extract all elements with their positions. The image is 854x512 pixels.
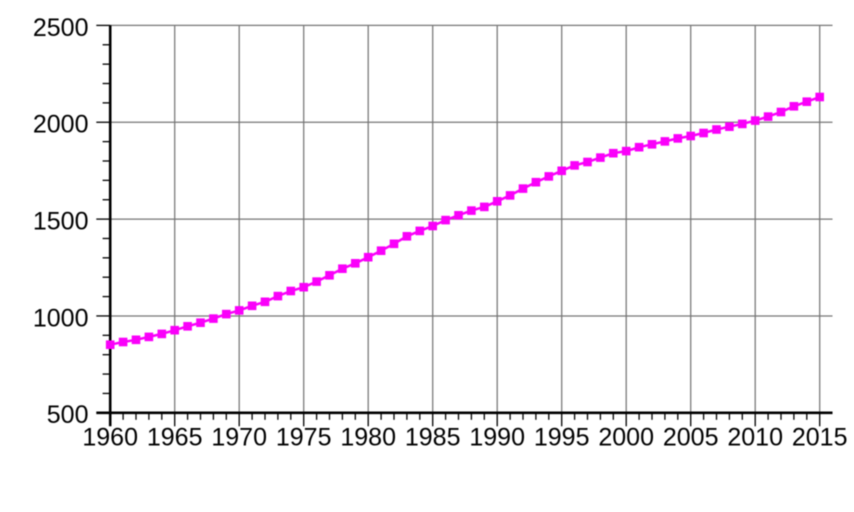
- svg-text:1960: 1960: [82, 423, 138, 451]
- svg-text:2010: 2010: [727, 423, 783, 451]
- svg-text:1500: 1500: [33, 208, 89, 236]
- svg-text:2005: 2005: [663, 423, 719, 451]
- svg-text:1985: 1985: [405, 423, 461, 451]
- svg-text:2000: 2000: [33, 111, 89, 139]
- svg-text:500: 500: [47, 401, 89, 429]
- svg-text:1000: 1000: [33, 304, 89, 332]
- svg-text:1970: 1970: [211, 423, 267, 451]
- svg-text:2000: 2000: [598, 423, 654, 451]
- svg-text:1995: 1995: [534, 423, 590, 451]
- svg-text:2015: 2015: [792, 423, 848, 451]
- svg-text:2500: 2500: [33, 14, 89, 42]
- svg-text:1975: 1975: [276, 423, 332, 451]
- svg-text:1990: 1990: [469, 423, 525, 451]
- svg-text:1980: 1980: [340, 423, 396, 451]
- svg-text:1965: 1965: [147, 423, 203, 451]
